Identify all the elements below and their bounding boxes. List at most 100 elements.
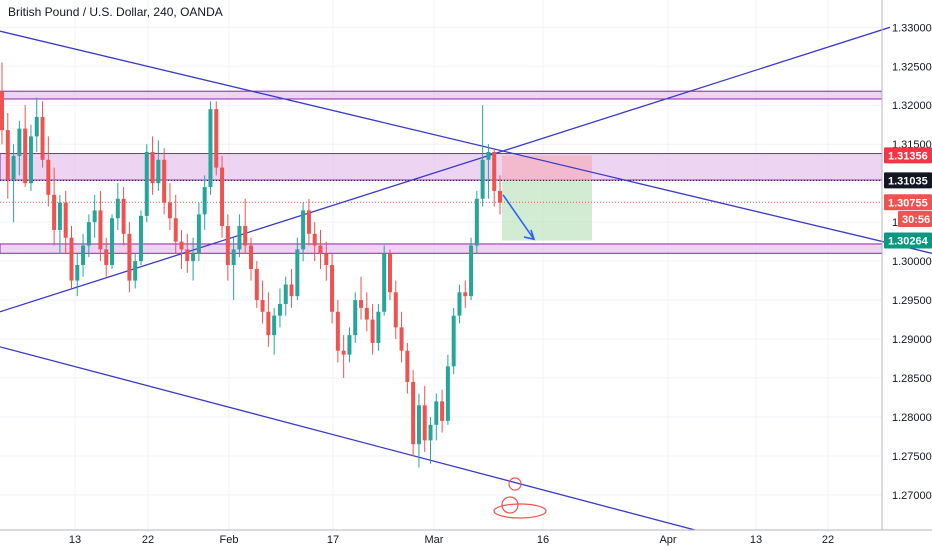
candle-body [422, 405, 427, 441]
candle-body [110, 218, 115, 265]
price-badge-label: 1.31035 [888, 175, 928, 187]
candle-body [133, 261, 138, 281]
price-badge [898, 211, 932, 228]
time-tick-label: Mar [425, 534, 444, 546]
projection-arrow [502, 194, 535, 240]
candle-body [306, 210, 311, 234]
price-badge-label: 1.30264 [888, 236, 929, 248]
candle-body [231, 249, 236, 265]
candle-body [277, 303, 282, 316]
candle-body [318, 245, 323, 254]
candle-body [335, 311, 340, 351]
candle-body [208, 109, 213, 188]
candle-body [127, 233, 132, 281]
axis-corner [882, 531, 932, 550]
target-zone [502, 180, 592, 241]
candle-body [283, 284, 288, 304]
price-badge-label: 1.31356 [888, 150, 928, 162]
zone [0, 243, 883, 254]
candle-body [469, 245, 474, 297]
candle-body [156, 159, 161, 184]
candle-body [295, 249, 300, 297]
candle-body [52, 194, 57, 230]
candle-body [399, 327, 404, 351]
event-marker-icon [501, 496, 519, 514]
candle-body [474, 198, 479, 246]
candle-body [370, 319, 375, 343]
candle-body [220, 167, 225, 227]
candle-body [104, 249, 109, 265]
candle-body [347, 335, 352, 355]
candle-body [92, 210, 97, 223]
zone [0, 153, 883, 181]
price-tick-label: 1.33000 [892, 22, 932, 34]
candle-body [115, 198, 120, 219]
price-tick-label: 1.28000 [892, 412, 932, 424]
candle-body [69, 237, 74, 281]
candle-body [34, 116, 39, 137]
candle-body [191, 253, 196, 262]
price-tick-label: 1.29500 [892, 295, 932, 307]
candle-body [353, 300, 358, 336]
candle-body [214, 109, 219, 168]
price-badge [884, 147, 932, 164]
candle-body [86, 222, 91, 246]
candle-body [341, 350, 346, 355]
price-badge [884, 232, 932, 249]
candle-body [167, 202, 172, 219]
candle-body [428, 424, 433, 441]
zone [0, 90, 883, 100]
candle-body [359, 300, 364, 308]
candle-body [312, 233, 317, 246]
candle-body [5, 130, 10, 180]
candle-body [46, 159, 51, 195]
trendline [0, 346, 696, 531]
chart-title: British Pound / U.S. Dollar, 240, OANDA [8, 5, 223, 19]
candle-body [63, 202, 68, 238]
candle-body [185, 249, 190, 262]
time-tick-label: 17 [327, 534, 339, 546]
candle-body [301, 210, 306, 250]
candle-body [179, 241, 184, 250]
candle-body [330, 265, 335, 312]
trendline [0, 26, 891, 313]
candle-body [463, 292, 468, 297]
candle-body [376, 311, 381, 343]
candle-body [364, 307, 369, 320]
candle-body [11, 155, 16, 180]
price-badge [884, 194, 932, 211]
candle-body [260, 300, 265, 312]
price-tick-label: 1.29000 [892, 334, 932, 346]
price-tick-label: 1.30000 [892, 256, 932, 268]
candle-body [498, 190, 502, 203]
candle-body [121, 198, 126, 234]
candle-body [434, 401, 439, 425]
price-badge [884, 172, 932, 189]
candle-body [451, 315, 456, 367]
price-tick-label: 1.32000 [892, 100, 932, 112]
candle-body [98, 210, 103, 250]
candle-body [324, 253, 329, 265]
candle-body [28, 136, 33, 184]
candle-body [486, 151, 491, 160]
candle-body [445, 366, 450, 421]
time-tick-label: 13 [69, 534, 81, 546]
candle-body [23, 128, 28, 184]
candle-body [138, 215, 143, 262]
time-tick-label: 16 [537, 534, 549, 546]
candle-body [237, 226, 242, 250]
candle-body [457, 292, 462, 316]
candle-body [266, 311, 271, 336]
candle-body [416, 405, 421, 445]
candle-body [162, 159, 167, 203]
price-badge-label: 1.30755 [888, 197, 928, 209]
candle-body [196, 214, 201, 254]
price-badge-label: 30:56 [902, 214, 930, 226]
candle-body [387, 253, 392, 293]
candle-body [202, 187, 207, 215]
candle-body [40, 116, 45, 160]
candle-body [480, 159, 485, 199]
candle-body [0, 91, 4, 131]
time-tick-label: Feb [220, 534, 239, 546]
